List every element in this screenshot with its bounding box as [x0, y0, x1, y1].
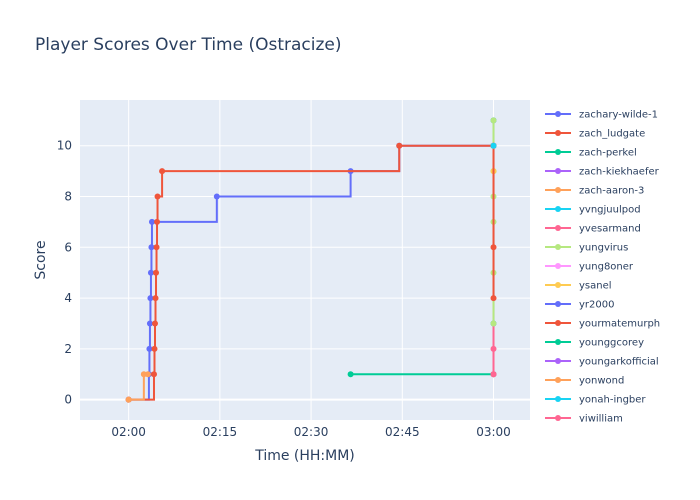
- legend-marker: [555, 282, 561, 288]
- series-yiwilliam[interactable]: [490, 345, 497, 378]
- x-tick-label: 02:45: [385, 425, 420, 439]
- legend-marker: [555, 130, 561, 136]
- legend-marker: [555, 396, 561, 402]
- legend-item[interactable]: zach-aaron-3: [545, 186, 644, 197]
- y-tick-label: 4: [64, 291, 72, 305]
- data-point[interactable]: [146, 345, 153, 352]
- data-point[interactable]: [148, 244, 155, 251]
- series-yonah-ingber[interactable]: [490, 142, 497, 149]
- data-point[interactable]: [490, 244, 497, 251]
- legend-item[interactable]: ysanel: [545, 281, 612, 292]
- data-point[interactable]: [152, 320, 158, 327]
- legend-label: yvesarmand: [579, 224, 641, 235]
- data-point[interactable]: [147, 269, 154, 276]
- data-point[interactable]: [347, 371, 354, 378]
- legend-item[interactable]: yourmatemurph: [545, 319, 660, 330]
- legend-marker: [555, 263, 561, 269]
- legend-marker: [555, 149, 561, 155]
- legend-marker: [555, 377, 561, 383]
- data-point[interactable]: [490, 295, 497, 302]
- data-point[interactable]: [151, 345, 158, 352]
- chart-title: Player Scores Over Time (Ostracize): [35, 35, 342, 55]
- y-tick-label: 8: [64, 190, 72, 204]
- y-axis-title: Score: [33, 240, 49, 279]
- series-traces: [125, 117, 497, 403]
- legend-item[interactable]: zach-perkel: [545, 148, 637, 159]
- data-point[interactable]: [396, 142, 403, 149]
- y-tick-label: 2: [64, 342, 72, 356]
- legend-label: youngarkofficial: [579, 357, 659, 368]
- data-point[interactable]: [154, 193, 161, 200]
- x-tick-label: 03:00: [476, 425, 511, 439]
- data-point[interactable]: [490, 371, 497, 378]
- data-point[interactable]: [490, 345, 497, 352]
- x-tick-label: 02:30: [294, 425, 329, 439]
- legend-marker: [555, 206, 561, 212]
- legend-label: yonah-ingber: [579, 395, 646, 406]
- legend-label: zach-kiekhaefer: [579, 167, 660, 178]
- legend-label: zachary-wilde-1: [579, 110, 658, 121]
- legend-label: ysanel: [579, 281, 612, 292]
- legend-label: younggcorey: [579, 338, 644, 349]
- data-point[interactable]: [159, 168, 166, 175]
- legend-marker: [555, 320, 561, 326]
- legend-item[interactable]: yvngjuulpod: [545, 205, 641, 216]
- x-axis-title: Time (HH:MM): [254, 448, 355, 464]
- data-point[interactable]: [213, 193, 220, 200]
- legend-marker: [555, 415, 561, 421]
- data-point[interactable]: [490, 320, 497, 327]
- legend-marker: [555, 358, 561, 364]
- y-tick-label: 10: [57, 139, 72, 153]
- data-point[interactable]: [490, 142, 497, 149]
- legend-item[interactable]: zach_ludgate: [545, 129, 645, 140]
- x-tick-label: 02:00: [111, 425, 146, 439]
- legend-marker: [555, 168, 561, 174]
- data-point[interactable]: [154, 218, 161, 225]
- legend-label: yourmatemurph: [579, 319, 660, 330]
- legend-label: zach_ludgate: [579, 129, 645, 140]
- legend-item[interactable]: zachary-wilde-1: [545, 110, 658, 121]
- data-point[interactable]: [150, 371, 157, 378]
- legend-marker: [555, 225, 561, 231]
- legend-label: yvngjuulpod: [579, 205, 641, 216]
- legend-label: yonwond: [579, 376, 624, 387]
- legend-label: yung8oner: [579, 262, 634, 273]
- data-point[interactable]: [153, 244, 160, 251]
- axis-ticks: 02:00 02:15 02:30 02:45 03:00 0 2 4 6 8 10: [57, 139, 511, 439]
- legend-item[interactable]: yungvirus: [545, 243, 628, 254]
- legend-label: yungvirus: [579, 243, 628, 254]
- legend-label: yr2000: [579, 300, 614, 311]
- legend-item[interactable]: younggcorey: [545, 338, 644, 349]
- legend-marker: [555, 187, 561, 193]
- legend-item[interactable]: youngarkofficial: [545, 357, 659, 368]
- legend-item[interactable]: yonwond: [545, 376, 624, 387]
- y-tick-label: 0: [64, 393, 72, 407]
- data-point[interactable]: [125, 396, 132, 403]
- data-point[interactable]: [146, 320, 153, 327]
- data-point[interactable]: [147, 295, 154, 302]
- legend-item[interactable]: yvesarmand: [545, 224, 641, 235]
- legend-item[interactable]: yung8oner: [545, 262, 634, 273]
- legend-marker: [555, 339, 561, 345]
- data-point[interactable]: [144, 371, 151, 378]
- legend-label: yiwilliam: [579, 414, 623, 425]
- legend-marker: [555, 244, 561, 250]
- legend-item[interactable]: yr2000: [545, 300, 614, 311]
- data-point[interactable]: [153, 269, 160, 276]
- legend-label: zach-perkel: [579, 148, 637, 159]
- legend[interactable]: zachary-wilde-1 zach_ludgate zach-perkel za…: [545, 110, 660, 425]
- legend-label: zach-aaron-3: [579, 186, 644, 197]
- x-tick-label: 02:15: [203, 425, 238, 439]
- legend-marker: [555, 301, 561, 307]
- legend-marker: [555, 111, 561, 117]
- data-point[interactable]: [148, 218, 155, 225]
- legend-item[interactable]: zach-kiekhaefer: [545, 167, 660, 178]
- series-zach-aaron-3[interactable]: [125, 371, 151, 403]
- data-point[interactable]: [152, 295, 159, 302]
- legend-item[interactable]: yiwilliam: [545, 414, 623, 425]
- y-tick-label: 6: [64, 240, 72, 254]
- legend-item[interactable]: yonah-ingber: [545, 395, 646, 406]
- data-point[interactable]: [490, 117, 497, 124]
